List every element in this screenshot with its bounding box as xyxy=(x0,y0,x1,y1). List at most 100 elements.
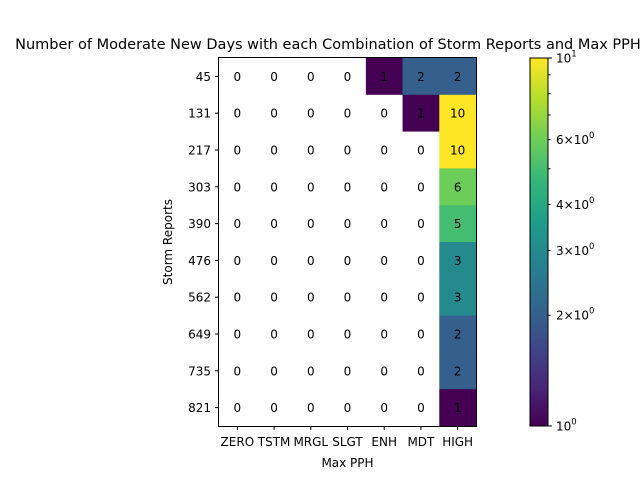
cell-value-label: 0 xyxy=(417,328,425,342)
heatmap-cell xyxy=(329,58,367,96)
cell-value-label: 0 xyxy=(344,291,352,305)
heatmap-cell xyxy=(402,58,440,96)
cell-value-label: 2 xyxy=(454,328,462,342)
heatmap-cell xyxy=(439,58,477,96)
heatmap-cell xyxy=(402,94,440,132)
heatmap-cell xyxy=(219,205,257,243)
heatmap-cell xyxy=(402,242,440,280)
cell-value-label: 0 xyxy=(380,180,388,194)
heatmap-cell xyxy=(292,205,330,243)
heatmap-cell xyxy=(292,278,330,316)
cell-value-label: 0 xyxy=(307,180,315,194)
x-tick-label: SLGT xyxy=(332,435,363,449)
y-tick-label: 390 xyxy=(188,217,211,231)
heatmap-cell xyxy=(255,58,293,96)
heatmap-cell xyxy=(439,168,477,206)
heatmap-cell xyxy=(219,242,257,280)
cell-value-label: 0 xyxy=(417,364,425,378)
heatmap-cell xyxy=(365,352,403,390)
y-tick-label: 45 xyxy=(196,70,211,84)
cell-value-label: 0 xyxy=(234,401,242,415)
cell-value-label: 0 xyxy=(344,217,352,231)
colorbar-tick-label: 3×100 xyxy=(556,242,594,258)
heatmap-cell xyxy=(439,205,477,243)
cell-value-label: 1 xyxy=(454,401,462,415)
cell-value-label: 0 xyxy=(344,107,352,121)
cell-value-label: 0 xyxy=(380,291,388,305)
cell-value-label: 0 xyxy=(344,70,352,84)
x-tick-label: ZERO xyxy=(221,435,255,449)
cell-value-label: 3 xyxy=(454,254,462,268)
heatmap-cell xyxy=(329,278,367,316)
cell-value-label: 0 xyxy=(234,180,242,194)
cell-value-label: 0 xyxy=(234,217,242,231)
heatmap-cell xyxy=(255,315,293,353)
cell-value-label: 5 xyxy=(454,217,462,231)
x-tick-label: MDT xyxy=(407,435,435,449)
y-tick-label: 131 xyxy=(188,107,211,121)
heatmap-cell xyxy=(402,205,440,243)
chart-title: Number of Moderate New Days with each Co… xyxy=(15,37,640,53)
heatmap-cell xyxy=(365,94,403,132)
cell-value-label: 2 xyxy=(417,70,425,84)
cell-value-label: 0 xyxy=(234,291,242,305)
colorbar-ticks: 100 101 2×100 3×100 4×100 6×100 xyxy=(548,50,594,434)
heatmap-cell xyxy=(292,168,330,206)
cell-value-label: 0 xyxy=(234,144,242,158)
heatmap-cell xyxy=(365,242,403,280)
heatmap-cell xyxy=(292,94,330,132)
cell-value-label: 0 xyxy=(344,180,352,194)
x-axis: ZERO TSTM MRGL SLGT ENH MDT HIGH xyxy=(221,426,473,449)
y-tick-label: 476 xyxy=(188,254,211,268)
heatmap-cell xyxy=(292,58,330,96)
cell-value-label: 0 xyxy=(270,107,278,121)
cell-value-label: 0 xyxy=(417,144,425,158)
cell-value-label: 0 xyxy=(307,328,315,342)
cell-value-label: 0 xyxy=(380,328,388,342)
cell-value-label: 0 xyxy=(417,217,425,231)
heatmap-cells xyxy=(219,58,477,427)
colorbar xyxy=(529,57,549,427)
heatmap-cell xyxy=(329,94,367,132)
colorbar-tick-label: 6×100 xyxy=(556,131,594,147)
heatmap-cell xyxy=(439,389,477,427)
cell-value-label: 0 xyxy=(344,401,352,415)
cell-value-label: 0 xyxy=(270,217,278,231)
heatmap-cell xyxy=(365,58,403,96)
y-tick-label: 649 xyxy=(188,328,211,342)
heatmap-cell xyxy=(439,131,477,169)
cell-value-label: 2 xyxy=(454,70,462,84)
colorbar-tick-label: 100 xyxy=(556,418,577,434)
cell-value-label: 0 xyxy=(344,144,352,158)
cell-value-label: 0 xyxy=(270,401,278,415)
y-tick-label: 562 xyxy=(188,291,211,305)
cell-value-label: 0 xyxy=(270,364,278,378)
heatmap-cell xyxy=(219,131,257,169)
heatmap-cell xyxy=(329,315,367,353)
cell-value-label: 10 xyxy=(450,144,465,158)
heatmap-cell xyxy=(365,168,403,206)
cell-value-label: 0 xyxy=(270,180,278,194)
heatmap-cell xyxy=(219,94,257,132)
y-tick-label: 735 xyxy=(188,364,211,378)
heatmap-cell xyxy=(402,315,440,353)
heatmap-cell xyxy=(255,278,293,316)
heatmap-cell xyxy=(292,389,330,427)
colorbar-tick-label: 4×100 xyxy=(556,196,594,212)
cell-value-label: 0 xyxy=(417,254,425,268)
cell-value-label: 0 xyxy=(270,328,278,342)
y-axis-label: Storm Reports xyxy=(161,199,175,285)
heatmap-cell xyxy=(292,242,330,280)
cell-value-label: 0 xyxy=(307,254,315,268)
cell-value-label: 10 xyxy=(450,107,465,121)
cell-value-label: 0 xyxy=(307,291,315,305)
colorbar-tick-label: 2×100 xyxy=(556,307,594,323)
cell-value-label: 0 xyxy=(270,254,278,268)
heatmap-cell xyxy=(365,389,403,427)
heatmap-cell xyxy=(402,278,440,316)
colorbar-tick-label: 101 xyxy=(556,50,577,66)
cell-value-label: 0 xyxy=(380,364,388,378)
heatmap-cell xyxy=(292,131,330,169)
x-tick-label: HIGH xyxy=(442,435,473,449)
